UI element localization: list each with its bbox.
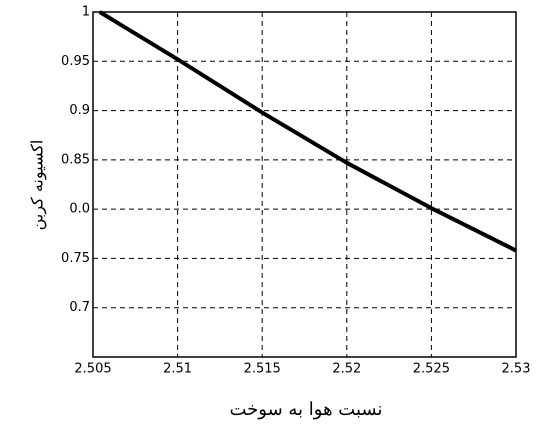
y-tick-label: 0.75 bbox=[61, 251, 90, 266]
x-tick-label: 2.505 bbox=[74, 362, 111, 377]
x-tick-label: 2.525 bbox=[413, 362, 450, 377]
y-tick-label: 0.9 bbox=[69, 103, 90, 118]
data-line bbox=[98, 10, 517, 253]
y-axis-label: اکسیونه کربن bbox=[28, 140, 47, 231]
y-tick-label: 0.85 bbox=[61, 152, 90, 167]
x-axis-label: نسبت هوا به سوخت bbox=[230, 399, 383, 420]
y-tick-label: 1 bbox=[82, 5, 90, 20]
x-tick-label: 2.53 bbox=[502, 362, 531, 377]
x-tick-label: 2.515 bbox=[244, 362, 281, 377]
y-tick-label: 0.0 bbox=[69, 202, 90, 217]
x-tick-label: 2.51 bbox=[163, 362, 192, 377]
plot-frame bbox=[92, 11, 517, 358]
y-tick-label: 0.95 bbox=[61, 54, 90, 69]
x-tick-label: 2.52 bbox=[332, 362, 361, 377]
y-tick-label: 0.7 bbox=[69, 300, 90, 315]
